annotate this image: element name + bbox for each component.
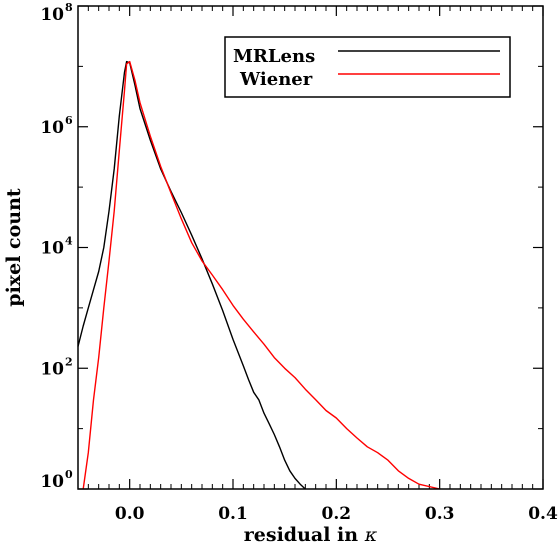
y-tick-exponent: 2 [65, 355, 73, 368]
legend: MRLens Wiener [224, 36, 511, 98]
series-line-wiener [82, 60, 440, 490]
y-tick-label: 10 [40, 118, 64, 138]
x-axis-title: residual in κ [244, 524, 378, 546]
plot-frame [77, 5, 544, 490]
series-line-mrlens [77, 60, 306, 490]
y-tick-label: 10 [40, 472, 64, 492]
x-tick-label: 0.3 [425, 504, 455, 524]
y-tick-exponent: 8 [65, 1, 73, 14]
legend-label-mrlens: MRLens [233, 46, 315, 67]
x-axis-title-symbol: κ [364, 524, 378, 546]
x-tick-label: 0.4 [528, 504, 558, 524]
x-axis-title-text: residual in [244, 524, 358, 546]
legend-label-wiener: Wiener [239, 69, 313, 90]
x-tick-label: 0.1 [218, 504, 248, 524]
legend-box [224, 36, 511, 98]
x-tick-label: 0.0 [115, 504, 145, 524]
y-tick-label: 10 [40, 5, 64, 25]
y-tick-label: 10 [40, 239, 64, 259]
y-tick-exponent: 6 [65, 114, 73, 127]
y-tick-label: 10 [40, 359, 64, 379]
y-axis-title: pixel count [3, 188, 25, 307]
y-tick-exponent: 0 [65, 468, 73, 481]
series-layer [77, 60, 440, 490]
y-tick-exponent: 4 [65, 235, 73, 248]
x-tick-label: 0.2 [322, 504, 352, 524]
